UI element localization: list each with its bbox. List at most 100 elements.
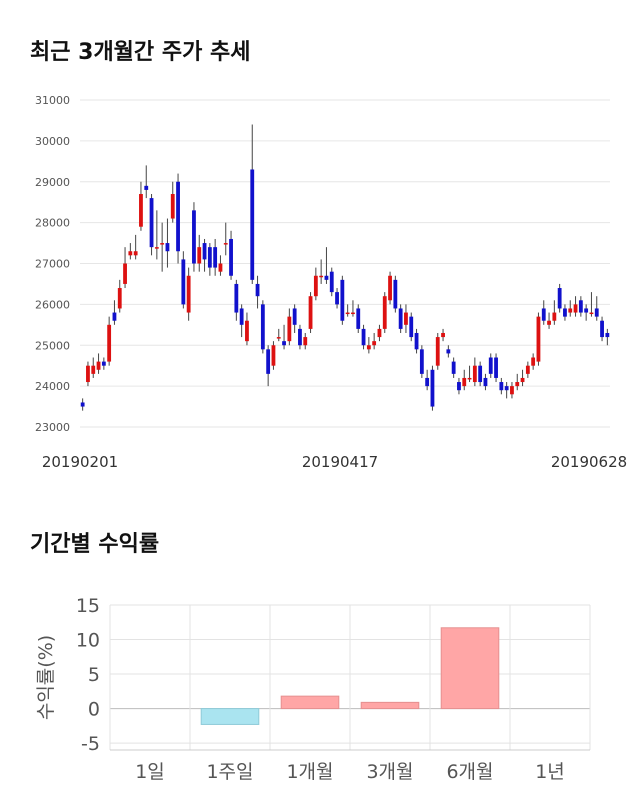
candle	[139, 181, 143, 231]
candle	[504, 382, 509, 399]
candle	[557, 283, 562, 313]
candle	[462, 369, 467, 391]
candle-body	[451, 361, 456, 374]
candle-body	[578, 300, 583, 313]
candle	[568, 300, 573, 317]
candle	[276, 328, 281, 342]
candle	[303, 332, 308, 350]
candle	[282, 324, 286, 350]
candle	[515, 373, 520, 391]
candle-body	[557, 288, 562, 309]
candle-body	[250, 169, 255, 280]
candle	[329, 267, 334, 297]
candle-body	[255, 283, 260, 297]
candle-body	[123, 263, 127, 284]
candle-body	[594, 308, 599, 317]
candle-body	[531, 357, 536, 366]
bar-y-tick-label: -5	[81, 733, 100, 755]
candle-body	[446, 349, 451, 354]
candle-body	[398, 308, 403, 329]
candle	[229, 230, 233, 280]
chart-title-price-trend: 최근 3개월간 주가 추세	[30, 40, 251, 65]
candle	[335, 288, 339, 309]
candle-body	[239, 308, 244, 325]
candle-body	[80, 402, 85, 407]
candle-body	[165, 243, 170, 252]
candle	[213, 238, 218, 276]
candle	[239, 304, 244, 338]
candle-body	[96, 361, 101, 370]
candle-body	[377, 328, 382, 338]
candle	[409, 312, 414, 342]
candle	[605, 328, 610, 346]
candle	[419, 345, 424, 378]
candle	[578, 296, 583, 317]
candle	[430, 365, 435, 411]
candle	[488, 353, 493, 378]
candle-body	[457, 382, 461, 391]
candle-body	[414, 332, 419, 350]
bar-grid	[109, 604, 591, 751]
candle-body	[313, 275, 318, 297]
bar-y-tick-label: 15	[76, 595, 100, 617]
candle	[123, 247, 127, 289]
candle	[573, 296, 578, 317]
candle	[80, 398, 85, 411]
candle-body	[419, 349, 424, 374]
candle-y-tick-label: 29000	[35, 176, 70, 189]
candle-body	[86, 365, 90, 383]
candle-body	[372, 341, 377, 346]
candle	[202, 238, 207, 272]
bar-x-tick-label: 1일	[135, 761, 165, 783]
candle-body	[128, 251, 133, 256]
candle	[245, 312, 249, 346]
candle-body	[229, 238, 233, 276]
candle-y-tick-label: 31000	[35, 94, 70, 107]
candle	[117, 279, 122, 313]
candle	[218, 255, 223, 276]
candle-y-tick-label: 25000	[35, 339, 70, 352]
bar-y-tick-label: 5	[88, 664, 100, 686]
bar-x-tick-label: 6개월	[446, 761, 493, 783]
candle-body	[409, 316, 414, 338]
candle	[425, 369, 430, 391]
return-bar	[280, 695, 340, 710]
candle	[388, 271, 392, 305]
candle-body	[117, 288, 122, 309]
candle	[552, 300, 557, 325]
candle-x-axis: 20190201 20190417 20190628	[42, 453, 627, 471]
candle-body	[382, 296, 387, 329]
candle-body	[547, 320, 551, 325]
candle-body	[504, 386, 509, 391]
candle-body	[541, 308, 546, 321]
candle-body	[568, 308, 573, 313]
candle-body	[494, 357, 498, 378]
candle-body	[483, 377, 488, 387]
candle	[207, 243, 212, 276]
candle-body	[133, 251, 138, 256]
candle-body	[584, 308, 589, 313]
candle	[377, 324, 382, 342]
bar-y-tick-label: 0	[88, 699, 100, 721]
candle	[499, 377, 504, 395]
candle-body	[361, 328, 366, 346]
candle	[563, 304, 567, 321]
candle-body	[404, 312, 408, 325]
candle-body	[573, 304, 578, 313]
candle	[589, 292, 594, 317]
bar-x-axis: 1일 1주일 1개월 3개월 6개월 1년	[135, 761, 565, 783]
candle-body	[430, 369, 435, 407]
candle-body	[600, 320, 604, 338]
candle-body	[467, 377, 472, 380]
candle-series	[80, 124, 610, 411]
candle-body	[563, 308, 567, 317]
candle	[260, 300, 265, 354]
bar-x-tick-label: 1개월	[286, 761, 333, 783]
candle-x-tick-label: 20190628	[551, 453, 627, 471]
candle-body	[223, 243, 228, 245]
candle-body	[435, 337, 440, 366]
candle	[340, 275, 345, 325]
candle-body	[308, 296, 313, 329]
candle	[197, 234, 202, 272]
candle-body	[260, 304, 265, 350]
